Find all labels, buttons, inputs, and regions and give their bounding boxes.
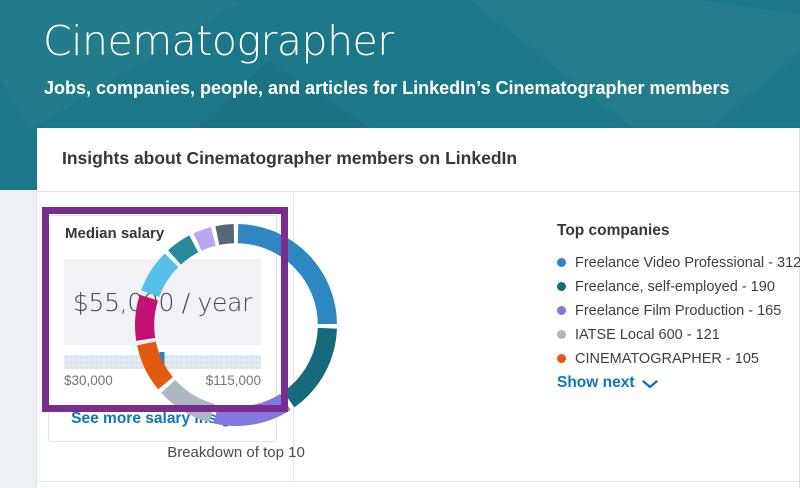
donut-segment (168, 235, 199, 265)
donut-segment (283, 327, 337, 408)
show-next-label: Show next (557, 374, 635, 391)
page-title: Cinematographer (43, 17, 394, 65)
legend-item-label: CINEMATOGRAPHER - 105 (575, 350, 759, 367)
salary-range-min-label: $30,000 (64, 373, 113, 388)
top-companies-donut-chart (135, 224, 337, 426)
donut-segment (137, 341, 174, 390)
legend-item: Freelance Video Professional - 312 (557, 254, 800, 271)
divider (37, 481, 799, 482)
divider (37, 191, 799, 192)
legend-title: Top companies (557, 222, 670, 239)
legend-items: Freelance Video Professional - 312 Freela… (557, 254, 800, 367)
top-companies-legend: Top companies Freelance Video Profession… (557, 222, 800, 392)
donut-segment (215, 224, 235, 245)
donut-caption: Breakdown of top 10 (167, 444, 305, 461)
median-salary-title: Median salary (65, 225, 165, 242)
legend-item: Freelance Film Production - 165 (557, 302, 792, 319)
legend-dot (557, 258, 566, 267)
insights-heading: Insights about Cinematographer members o… (62, 148, 518, 168)
donut-segment (161, 379, 215, 423)
legend-dot (557, 330, 566, 339)
legend-item: Freelance, self-employed - 190 (557, 278, 792, 295)
donut-segment (141, 253, 179, 298)
donut-segment (237, 224, 337, 325)
legend-dot (557, 354, 566, 363)
legend-item: IATSE Local 600 - 121 (557, 326, 792, 343)
insights-card: Insights about Cinematographer members o… (37, 128, 800, 488)
legend-item-label: Freelance Film Production - 165 (575, 302, 782, 319)
legend-item-label: Freelance Video Professional - 312 (575, 254, 800, 271)
legend-item-label: Freelance, self-employed - 190 (575, 278, 775, 295)
donut-segment (193, 227, 216, 251)
donut-segment (135, 294, 159, 341)
legend-dot (557, 282, 566, 291)
median-salary-module: Median salary $55,000 / year $30,000 $11… (48, 215, 277, 442)
chevron-down-icon (641, 380, 658, 389)
show-next-button[interactable]: Show next (557, 374, 792, 392)
legend-item: CINEMATOGRAPHER - 105 (557, 350, 792, 367)
page-subtitle: Jobs, companies, people, and articles fo… (44, 78, 730, 98)
median-salary-value: $55,000 / year (72, 287, 253, 317)
salary-range-max-label: $115,000 (205, 373, 261, 388)
divider (293, 191, 294, 481)
legend-item-label: IATSE Local 600 - 121 (575, 326, 720, 343)
donut-segment (213, 393, 291, 426)
legend-dot (557, 306, 566, 315)
